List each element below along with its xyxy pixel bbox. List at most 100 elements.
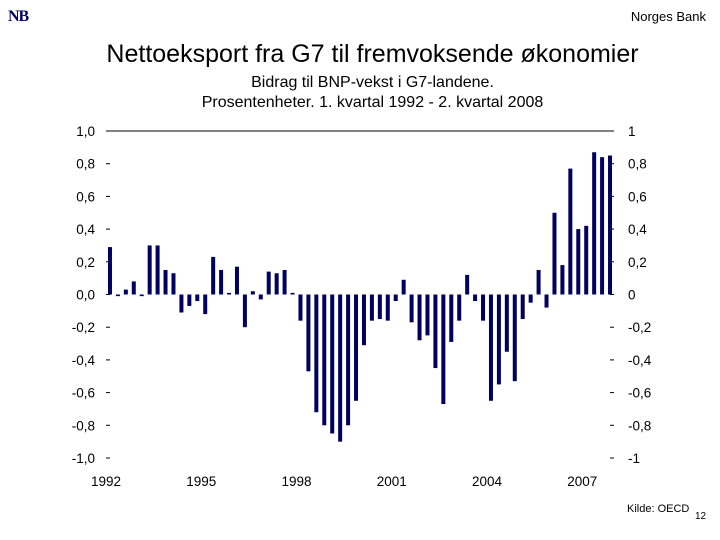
y-tick-label-right: -1 bbox=[628, 451, 640, 466]
y-tick-label-left: 0,2 bbox=[76, 255, 95, 270]
bar bbox=[592, 152, 597, 295]
bar bbox=[473, 294, 478, 302]
subtitle-line-1: Bidrag til BNP-vekst i G7-landene. bbox=[251, 74, 494, 91]
bar bbox=[481, 294, 486, 321]
bar bbox=[227, 292, 232, 295]
bar bbox=[219, 269, 224, 295]
bar bbox=[115, 294, 120, 297]
bar bbox=[369, 294, 374, 321]
bar bbox=[322, 294, 327, 426]
bar bbox=[314, 294, 319, 413]
y-tick-label-right: -0,6 bbox=[628, 386, 651, 401]
bar bbox=[536, 269, 541, 295]
bar bbox=[528, 294, 533, 303]
page-number: 12 bbox=[695, 511, 707, 522]
bar bbox=[139, 294, 144, 297]
y-tick-label-right: 0,8 bbox=[628, 157, 647, 172]
y-tick-label-left: -0,8 bbox=[72, 418, 95, 433]
y-tick-label-right: -0,2 bbox=[628, 320, 651, 335]
bar bbox=[171, 273, 176, 295]
bar bbox=[488, 294, 493, 401]
chart-subtitle: Bidrag til BNP-vekst i G7-landene. Prose… bbox=[0, 73, 720, 113]
bar bbox=[123, 289, 128, 295]
bar bbox=[568, 168, 573, 295]
subtitle-line-2: Prosentenheter. 1. kvartal 1992 - 2. kva… bbox=[201, 94, 544, 111]
bar bbox=[544, 294, 549, 308]
bar bbox=[496, 294, 501, 385]
x-tick-label: 2004 bbox=[472, 474, 503, 489]
bar bbox=[290, 292, 295, 295]
bar bbox=[266, 271, 271, 295]
y-tick-label-right: 0,6 bbox=[628, 189, 647, 204]
bar bbox=[211, 256, 216, 295]
y-tick-label-left: -1,0 bbox=[72, 451, 95, 466]
y-tick-label-left: 0,4 bbox=[76, 222, 95, 237]
bar bbox=[282, 269, 287, 295]
bar bbox=[409, 294, 414, 323]
brand-name: Norges Bank bbox=[630, 9, 706, 24]
bar bbox=[179, 294, 184, 313]
y-tick-label-right: 0,2 bbox=[628, 255, 647, 270]
y-tick-label-right: -0,8 bbox=[628, 418, 651, 433]
bar bbox=[298, 294, 303, 321]
y-tick-label-right: 1 bbox=[628, 124, 636, 139]
bar bbox=[520, 294, 525, 320]
bar bbox=[584, 225, 589, 295]
x-tick-label: 1992 bbox=[91, 474, 121, 489]
bar bbox=[401, 279, 406, 295]
y-tick-label-left: -0,6 bbox=[72, 386, 95, 401]
bar bbox=[258, 294, 263, 300]
bar bbox=[338, 294, 343, 442]
bar bbox=[425, 294, 430, 336]
bar bbox=[195, 294, 200, 302]
bar bbox=[385, 294, 390, 321]
y-tick-label-left: 0,8 bbox=[76, 157, 95, 172]
bar bbox=[346, 294, 351, 426]
x-tick-label: 2001 bbox=[377, 474, 407, 489]
y-tick-label-left: 0,0 bbox=[76, 288, 95, 303]
source-note: Kilde: OECD bbox=[627, 503, 690, 515]
bar bbox=[560, 265, 565, 295]
bar bbox=[457, 294, 462, 321]
y-tick-label-left: -0,2 bbox=[72, 320, 95, 335]
y-tick-label-right: -0,4 bbox=[628, 353, 652, 368]
bar bbox=[552, 212, 557, 295]
bar bbox=[433, 294, 438, 369]
bar bbox=[465, 274, 470, 295]
bar bbox=[274, 273, 279, 295]
bar bbox=[330, 294, 335, 434]
x-tick-label: 1995 bbox=[186, 474, 216, 489]
bar bbox=[147, 245, 152, 295]
bar bbox=[449, 294, 454, 342]
bar bbox=[242, 294, 247, 328]
bar bbox=[377, 294, 382, 320]
y-tick-label-left: 0,6 bbox=[76, 189, 95, 204]
bar bbox=[163, 269, 168, 295]
bar bbox=[504, 294, 509, 352]
y-tick-label-left: 1,0 bbox=[76, 124, 95, 139]
bar bbox=[306, 294, 311, 372]
bar bbox=[512, 294, 517, 382]
bar bbox=[576, 229, 581, 295]
bar bbox=[600, 157, 605, 295]
bar bbox=[187, 294, 192, 306]
chart-title: Nettoeksport fra G7 til fremvoksende øko… bbox=[106, 40, 639, 68]
bar bbox=[234, 266, 239, 295]
bar bbox=[441, 294, 446, 405]
x-tick-label: 1998 bbox=[281, 474, 311, 489]
y-tick-label-right: 0,4 bbox=[628, 222, 647, 237]
bar bbox=[393, 294, 398, 302]
x-tick-label: 2007 bbox=[567, 474, 597, 489]
bar bbox=[107, 247, 112, 295]
bar bbox=[203, 294, 208, 315]
logo-text: NB bbox=[8, 8, 29, 25]
bar bbox=[361, 294, 366, 346]
bar bbox=[417, 294, 422, 341]
bar bbox=[250, 291, 255, 295]
bar bbox=[608, 155, 613, 295]
bar bbox=[131, 281, 136, 295]
norges-bank-logo: NB bbox=[8, 8, 29, 26]
bar bbox=[354, 294, 359, 401]
bar bbox=[155, 245, 160, 295]
